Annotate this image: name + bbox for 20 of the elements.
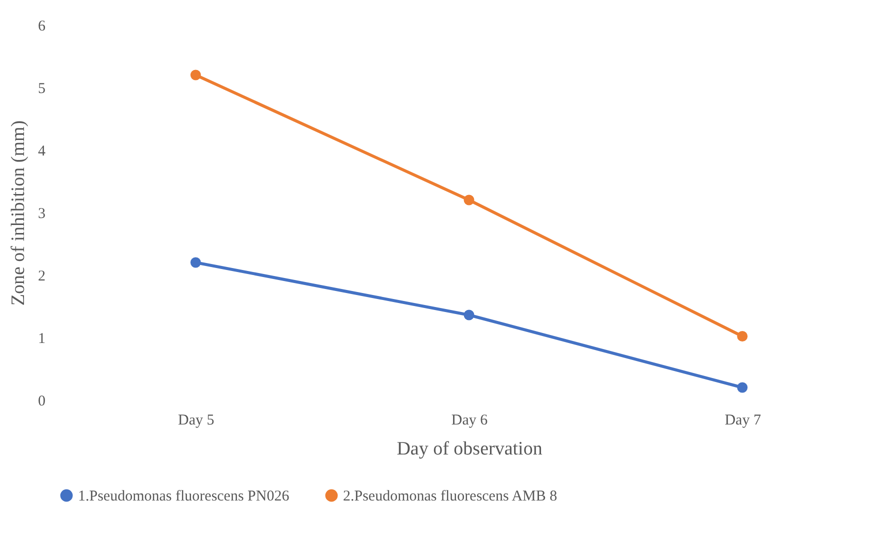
y-tick-label: 3 — [38, 206, 46, 222]
y-tick-label: 6 — [38, 18, 46, 34]
point — [190, 70, 201, 80]
point — [464, 310, 474, 320]
y-axis-title: Zone of inhibition (mm) — [8, 120, 29, 306]
y-tick-label: 1 — [38, 331, 46, 347]
legend-label: 2.Pseudomonas fluorescens AMB 8 — [343, 488, 558, 505]
point — [737, 331, 748, 342]
point — [464, 194, 474, 206]
x-axis-title: Day of observation — [396, 438, 543, 460]
x-tick-label: Day 5 — [178, 412, 214, 428]
point — [190, 257, 201, 268]
x-tick-label: Day 6 — [451, 412, 488, 428]
y-tick-label: 2 — [38, 268, 46, 284]
point — [737, 382, 748, 393]
legend-label: 1.Pseudomonas fluorescens PN026 — [78, 488, 290, 505]
x-tick-label: Day 7 — [724, 412, 762, 428]
y-tick-label: 4 — [38, 144, 46, 160]
y-tick-label: 5 — [38, 81, 46, 97]
y-tick-label: 0 — [38, 394, 46, 410]
